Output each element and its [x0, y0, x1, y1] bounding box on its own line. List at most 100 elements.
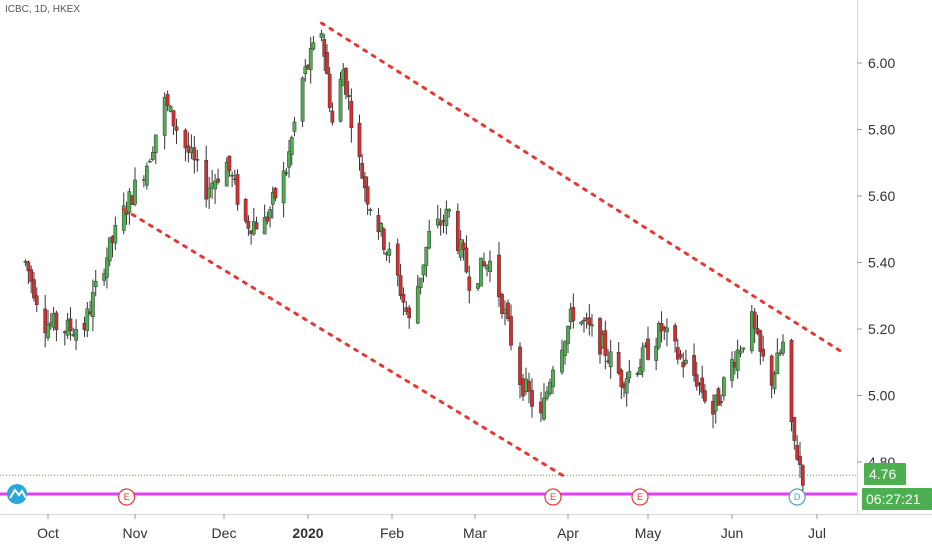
- candle: [415, 275, 420, 325]
- time-axis[interactable]: Oct Nov Dec 2020 Feb Mar Apr May Jun Jul: [37, 514, 826, 541]
- candle: [319, 29, 324, 42]
- x-tick-label: Nov: [123, 525, 148, 541]
- candle: [107, 237, 112, 267]
- candle: [624, 372, 629, 407]
- countdown-tag: 06:27:21: [862, 488, 932, 510]
- candle: [749, 305, 754, 354]
- lower-trendline[interactable]: [122, 207, 570, 481]
- x-tick-label: Apr: [557, 525, 579, 541]
- dividend-marker[interactable]: D: [788, 488, 806, 506]
- candle: [346, 81, 351, 110]
- earnings-marker[interactable]: E: [544, 488, 562, 506]
- candle: [192, 135, 197, 174]
- candle: [752, 307, 757, 343]
- candle: [627, 359, 632, 384]
- candle: [93, 270, 98, 297]
- candle: [379, 222, 384, 237]
- candle: [289, 135, 294, 166]
- candle: [506, 299, 510, 322]
- candle: [700, 365, 705, 399]
- candle: [153, 134, 158, 165]
- candle: [344, 67, 348, 100]
- candle: [382, 226, 386, 255]
- earnings-marker[interactable]: E: [631, 488, 649, 506]
- x-tick-label: Jul: [808, 525, 826, 541]
- candle: [772, 371, 777, 394]
- candle: [162, 92, 167, 150]
- candle: [619, 368, 624, 400]
- price-axis[interactable]: 4.805.005.205.405.605.806.00: [857, 55, 895, 470]
- candle: [273, 186, 278, 202]
- candle: [395, 238, 400, 287]
- candle: [265, 211, 270, 225]
- candle: [789, 338, 794, 432]
- candle: [68, 307, 73, 341]
- candle: [243, 197, 248, 224]
- candle: [579, 320, 584, 326]
- y-tick-label: 6.00: [868, 55, 895, 71]
- earnings-marker-label: E: [550, 492, 556, 502]
- last-price-value: 4.76: [869, 466, 896, 482]
- symbol-label: ICBC, 1D, HKEX: [5, 4, 81, 15]
- earnings-marker[interactable]: E: [117, 488, 136, 506]
- countdown-value: 06:27:21: [866, 491, 921, 507]
- candle: [363, 172, 367, 203]
- candle: [262, 204, 267, 235]
- candle: [105, 247, 109, 289]
- candle: [183, 128, 188, 162]
- candle: [145, 162, 149, 190]
- candle: [32, 272, 36, 302]
- candle: [722, 376, 726, 401]
- candle: [608, 339, 613, 379]
- y-tick-label: 5.60: [868, 188, 895, 204]
- candle: [303, 58, 308, 82]
- tradingview-logo-icon[interactable]: [7, 484, 27, 504]
- candle: [703, 383, 707, 404]
- candle: [798, 441, 802, 478]
- candle: [387, 242, 392, 264]
- candle: [224, 157, 229, 187]
- candle: [311, 36, 316, 51]
- candle: [91, 279, 95, 332]
- candle: [719, 394, 724, 407]
- candle: [349, 88, 354, 143]
- candle: [530, 378, 534, 418]
- candle: [560, 339, 564, 375]
- candle: [230, 171, 234, 188]
- candle: [603, 320, 608, 370]
- candle: [571, 293, 576, 329]
- candle: [213, 174, 217, 204]
- candle: [444, 200, 449, 235]
- y-tick-label: 5.20: [868, 321, 895, 337]
- candle: [716, 386, 721, 406]
- candle: [656, 320, 661, 350]
- candle: [133, 167, 137, 207]
- candle: [216, 168, 220, 185]
- candle: [421, 264, 426, 283]
- candle: [268, 206, 272, 228]
- candle: [673, 322, 677, 353]
- y-tick-label: 5.00: [868, 388, 895, 404]
- candle: [357, 114, 362, 171]
- candle: [360, 154, 365, 180]
- candle: [758, 329, 763, 365]
- candle: [518, 342, 522, 399]
- candle: [235, 169, 240, 211]
- candle: [54, 310, 59, 342]
- candle: [330, 102, 335, 126]
- candle: [195, 149, 200, 172]
- candle: [738, 345, 743, 358]
- upper-trendline[interactable]: [320, 21, 844, 354]
- x-tick-label: Jun: [721, 525, 744, 541]
- candle: [551, 365, 555, 395]
- candle: [497, 241, 501, 307]
- x-tick-label: Mar: [463, 525, 487, 541]
- x-tick-label: 2020: [292, 525, 323, 541]
- candle: [171, 110, 176, 135]
- candle: [46, 310, 50, 341]
- earnings-marker-label: E: [124, 492, 130, 502]
- candle: [327, 66, 332, 113]
- candle: [582, 317, 586, 333]
